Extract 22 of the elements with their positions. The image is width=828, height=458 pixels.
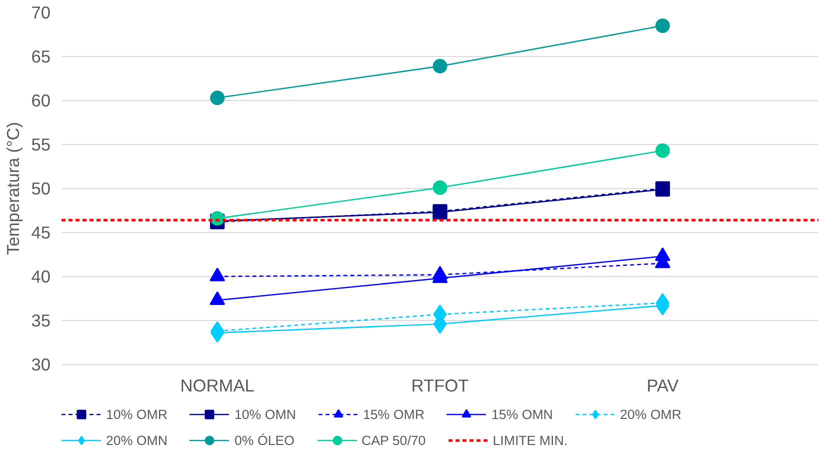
x-tick-label: PAV (646, 376, 680, 396)
legend-label: 10% OMN (234, 406, 296, 422)
legend-label: 20% OMN (106, 432, 168, 448)
y-tick-label: 60 (31, 90, 51, 110)
legend-label: 0% ÓLEO (234, 432, 294, 448)
y-tick-label: 30 (31, 354, 51, 374)
y-tick-label: 35 (31, 310, 51, 330)
x-tick-label: NORMAL (180, 376, 255, 396)
y-tick-label: 50 (31, 178, 51, 198)
y-tick-label: 40 (31, 266, 51, 286)
y-tick-label: 45 (31, 222, 51, 242)
legend-label: 20% OMR (620, 406, 682, 422)
legend-label: 15% OMR (362, 406, 424, 422)
legend-label: LIMITE MIN. (492, 432, 568, 448)
y-tick-label: 55 (31, 134, 51, 154)
legend-label: 10% OMR (106, 406, 168, 422)
y-tick-label: 70 (31, 2, 51, 22)
y-axis-title: Temperatura (°C) (3, 122, 24, 256)
x-tick-label: RTFOT (411, 376, 470, 396)
legend-label: 15% OMN (491, 406, 553, 422)
y-tick-label: 65 (31, 46, 51, 66)
legend-label: CAP 50/70 (362, 432, 426, 448)
